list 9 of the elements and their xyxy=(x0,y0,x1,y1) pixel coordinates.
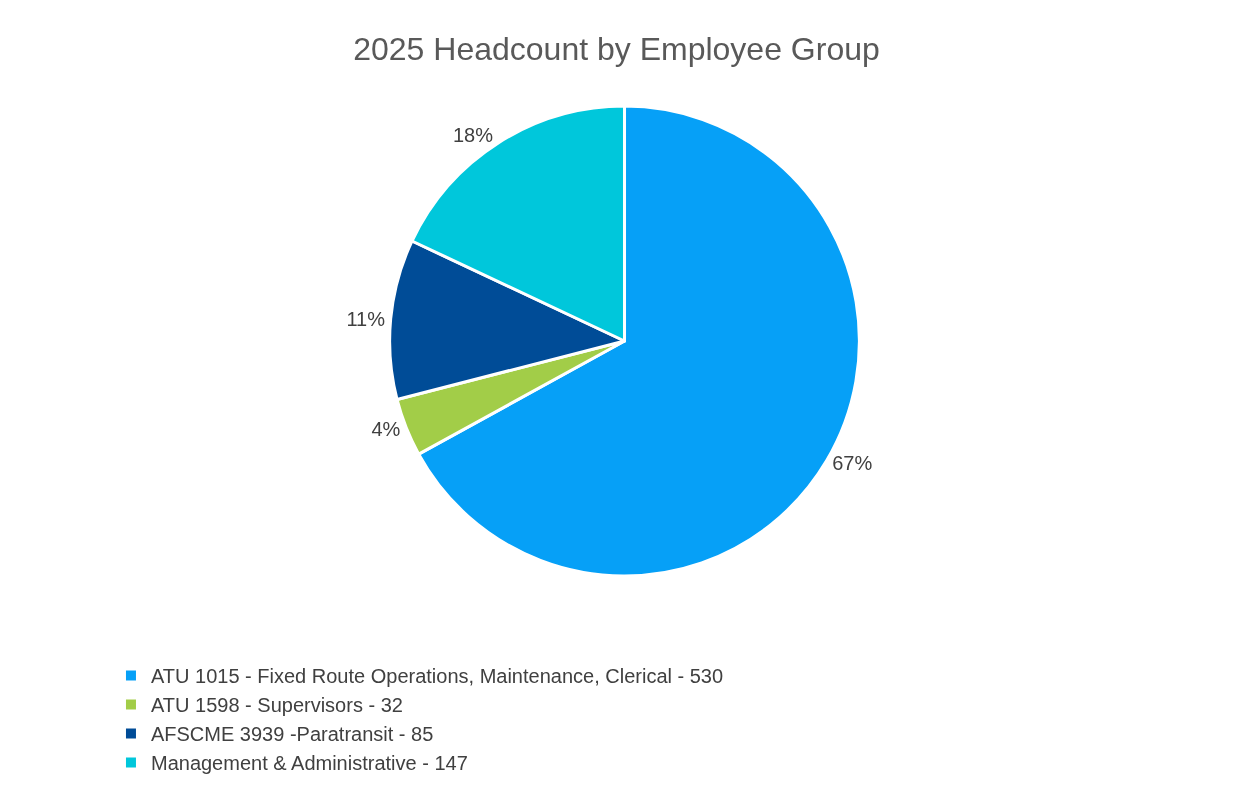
data-label: 67% xyxy=(832,452,873,475)
legend-label: ATU 1598 - Supervisors - 32 xyxy=(150,694,403,717)
data-label: 18% xyxy=(452,123,494,146)
legend-label: AFSCME 3939 -Paratransit - 85 xyxy=(150,723,434,746)
data-label: 4% xyxy=(371,417,401,440)
chart-title: 2025 Headcount by Employee Group xyxy=(353,30,880,67)
data-label: 11% xyxy=(346,307,386,330)
legend-label: ATU 1015 - Fixed Route Operations, Maintenance, Clerical - 530 xyxy=(150,665,724,688)
legend-label: Management & Administrative - 147 xyxy=(150,752,468,775)
